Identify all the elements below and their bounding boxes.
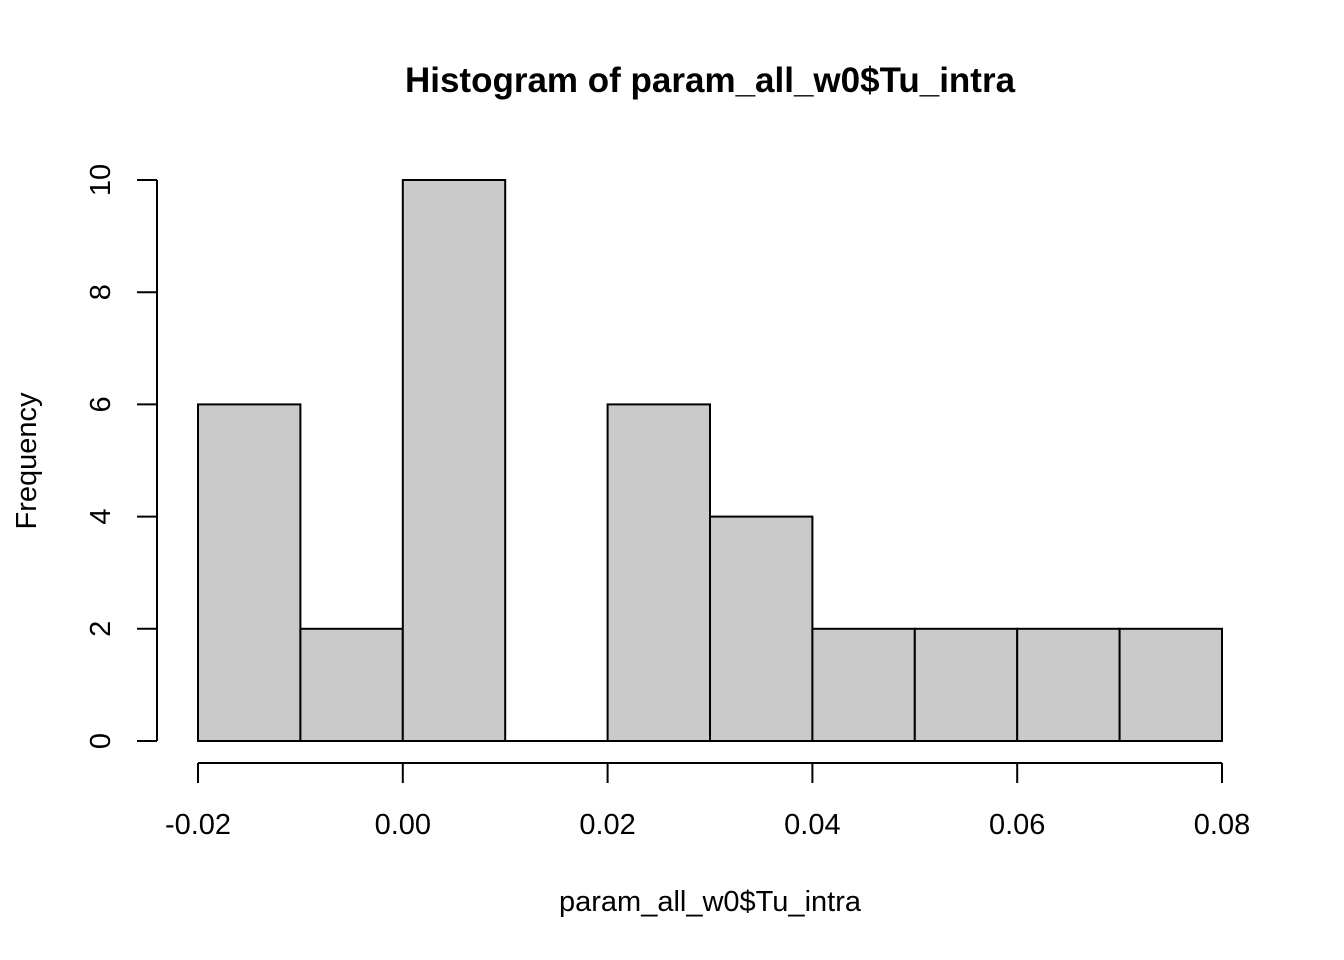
y-tick-label-4: 8 — [85, 284, 117, 300]
bar-0 — [197, 403, 302, 742]
bar-6 — [811, 627, 916, 742]
x-axis-label: param_all_w0$Tu_intra — [559, 886, 862, 918]
y-axis: 0 2 4 6 8 10 — [85, 164, 158, 749]
y-tick-label-5: 10 — [85, 164, 117, 196]
bar-5 — [709, 515, 814, 742]
y-axis-label: Frequency — [11, 392, 43, 530]
y-tick-label-0: 0 — [85, 733, 117, 749]
x-tick-label-0: -0.02 — [165, 809, 231, 841]
bar-8 — [1016, 627, 1121, 742]
bar-4 — [606, 403, 711, 742]
x-tick-label-5: 0.08 — [1194, 809, 1250, 841]
x-tick-label-4: 0.06 — [989, 809, 1045, 841]
y-tick-label-1: 2 — [85, 621, 117, 637]
x-tick-label-1: 0.00 — [375, 809, 431, 841]
chart-title: Histogram of param_all_w0$Tu_intra — [405, 61, 1016, 100]
bars-group — [197, 179, 1223, 742]
x-tick-label-3: 0.04 — [784, 809, 840, 841]
bar-9 — [1118, 627, 1223, 742]
y-tick-label-3: 6 — [85, 396, 117, 412]
bar-1 — [299, 627, 404, 742]
y-tick-label-2: 4 — [85, 509, 117, 525]
bar-2 — [401, 179, 507, 742]
x-axis: -0.02 0.00 0.02 0.04 0.06 0.08 — [165, 762, 1250, 841]
bar-7 — [913, 627, 1019, 742]
x-tick-label-2: 0.02 — [579, 809, 635, 841]
